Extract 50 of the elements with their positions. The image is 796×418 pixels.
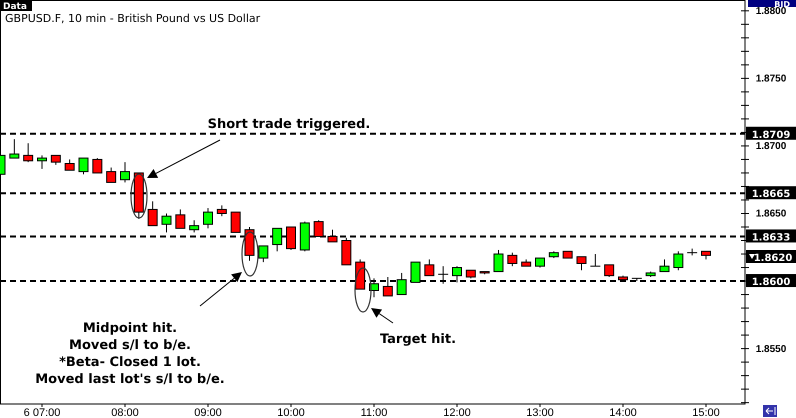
candlestick	[659, 258, 670, 272]
candlestick	[493, 249, 504, 272]
candlestick	[534, 258, 545, 268]
ref-line-label: 1.8665	[752, 189, 790, 200]
x-tick-label: 13:00	[526, 406, 554, 418]
annotation: Midpoint hit. Moved s/l to b/e. *Beta- Closed 1 lot. Moved last lot's s/l to b/e.	[35, 321, 225, 387]
x-tick-label: 08:00	[111, 406, 139, 418]
candlestick	[50, 154, 61, 166]
candlestick	[604, 264, 614, 278]
text: GBPUSD.F, 10 min - British Pound vs US Dollar	[5, 12, 261, 25]
candlestick	[189, 220, 200, 233]
candlestick	[106, 167, 116, 183]
candlestick	[175, 208, 186, 229]
x-tick-label: 12:00	[443, 406, 471, 418]
candlestick	[120, 162, 130, 183]
candlestick	[37, 154, 47, 170]
candlestick	[576, 256, 586, 271]
ref-line-label: 1.8709	[752, 130, 790, 141]
candlestick	[258, 245, 268, 263]
candlestick	[230, 212, 241, 233]
candlestick	[148, 200, 158, 226]
ref-line-label: 1.8600	[752, 277, 790, 288]
annotation: Short trade triggered.	[208, 117, 370, 132]
y-tick-label: 1.8550	[756, 344, 787, 355]
y-tick-label: 1.8800	[756, 6, 787, 18]
candlestick	[673, 250, 684, 271]
candlestick	[507, 252, 518, 267]
x-tick-label: 11:00	[360, 406, 388, 418]
candlestick	[216, 204, 227, 217]
ref-line-label: 1.8633	[752, 232, 790, 244]
candlestick	[9, 138, 20, 159]
x-tick-label: 15:00	[692, 406, 720, 418]
candlestick	[23, 142, 34, 163]
candlestick	[590, 254, 600, 267]
candlestick	[424, 258, 434, 276]
x-tick-label: 10:00	[277, 406, 305, 418]
x-tick-label: 14:00	[609, 406, 637, 418]
candlestick	[78, 158, 88, 175]
text: 1.8620	[754, 253, 792, 264]
y-tick-label: 1.8650	[756, 208, 787, 220]
candlestick	[203, 208, 213, 229]
candlestick	[162, 212, 172, 233]
y-tick-label: 1.8700	[756, 141, 787, 152]
annotation: Target hit.	[380, 332, 456, 347]
x-tick-label: 09:00	[194, 406, 222, 418]
candlestick	[92, 158, 102, 174]
y-tick-label: 1.8750	[756, 74, 787, 85]
candlestick	[64, 158, 75, 171]
x-tick-label: 6 07:00	[24, 406, 60, 418]
annotation: Data	[3, 2, 27, 12]
